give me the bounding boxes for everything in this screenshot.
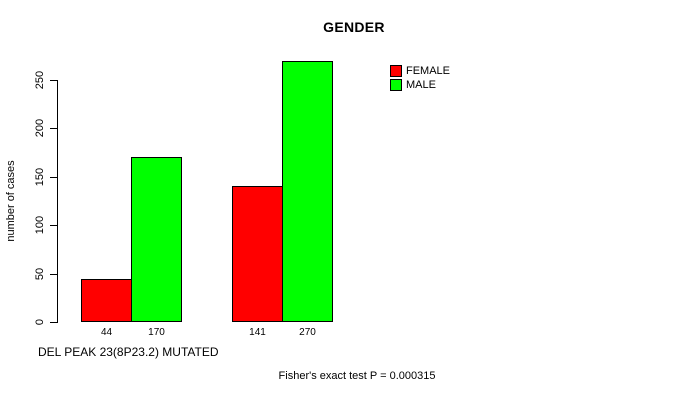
- x-axis-label: DEL PEAK 23(8P23.2) MUTATED: [38, 345, 219, 359]
- legend-item-male: MALE: [390, 79, 450, 91]
- chart-title: GENDER: [323, 19, 385, 35]
- bar-male-group2: [282, 61, 333, 322]
- bar-value-label: 270: [299, 327, 316, 338]
- y-tick-label: 150: [34, 167, 46, 187]
- female-swatch-icon: [390, 65, 402, 77]
- legend-label-female: FEMALE: [406, 65, 451, 77]
- y-tick-label: 100: [34, 215, 46, 235]
- y-tick: [50, 322, 57, 323]
- y-tick: [50, 274, 57, 275]
- bar-value-label: 141: [249, 327, 266, 338]
- y-tick-label: 0: [34, 318, 46, 326]
- y-tick-label: 250: [34, 70, 46, 90]
- bar-value-label: 170: [148, 327, 165, 338]
- male-swatch-icon: [390, 79, 402, 91]
- bar-value-label: 44: [100, 327, 113, 338]
- bar-female-group2: [232, 186, 283, 322]
- fisher-test-annotation: Fisher's exact test P = 0.000315: [278, 370, 436, 382]
- legend-item-female: FEMALE: [390, 65, 450, 77]
- y-axis-label: number of cases: [5, 160, 17, 242]
- y-axis-line: [57, 80, 58, 323]
- legend: FEMALE MALE: [390, 65, 450, 91]
- legend-label-male: MALE: [406, 79, 436, 91]
- y-tick: [50, 177, 57, 178]
- bar-female-group1: [81, 279, 132, 322]
- y-tick-label: 200: [34, 118, 46, 138]
- y-tick: [50, 80, 57, 81]
- y-tick: [50, 128, 57, 129]
- y-tick: [50, 225, 57, 226]
- y-tick-label: 50: [34, 267, 46, 281]
- bar-male-group1: [131, 157, 182, 322]
